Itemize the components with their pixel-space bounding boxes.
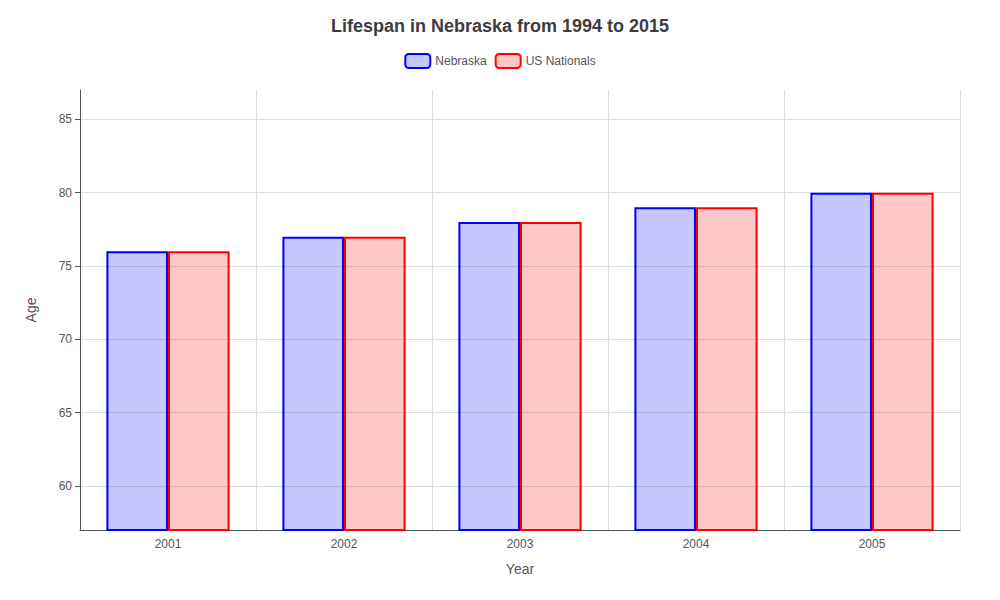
svg-text:2004: 2004 (683, 537, 710, 551)
svg-text:2002: 2002 (331, 537, 358, 551)
svg-text:Nebraska: Nebraska (435, 54, 487, 68)
svg-text:2005: 2005 (859, 537, 886, 551)
svg-text:70: 70 (59, 332, 73, 346)
svg-text:Age: Age (23, 297, 39, 322)
svg-text:2001: 2001 (155, 537, 182, 551)
svg-text:65: 65 (59, 406, 73, 420)
svg-text:60: 60 (59, 479, 73, 493)
svg-text:Year: Year (506, 561, 535, 577)
svg-text:US Nationals: US Nationals (526, 54, 596, 68)
svg-text:Lifespan in Nebraska from 1994: Lifespan in Nebraska from 1994 to 2015 (331, 16, 669, 36)
svg-text:85: 85 (59, 112, 73, 126)
svg-text:75: 75 (59, 259, 73, 273)
svg-text:80: 80 (59, 186, 73, 200)
svg-text:2003: 2003 (507, 537, 534, 551)
